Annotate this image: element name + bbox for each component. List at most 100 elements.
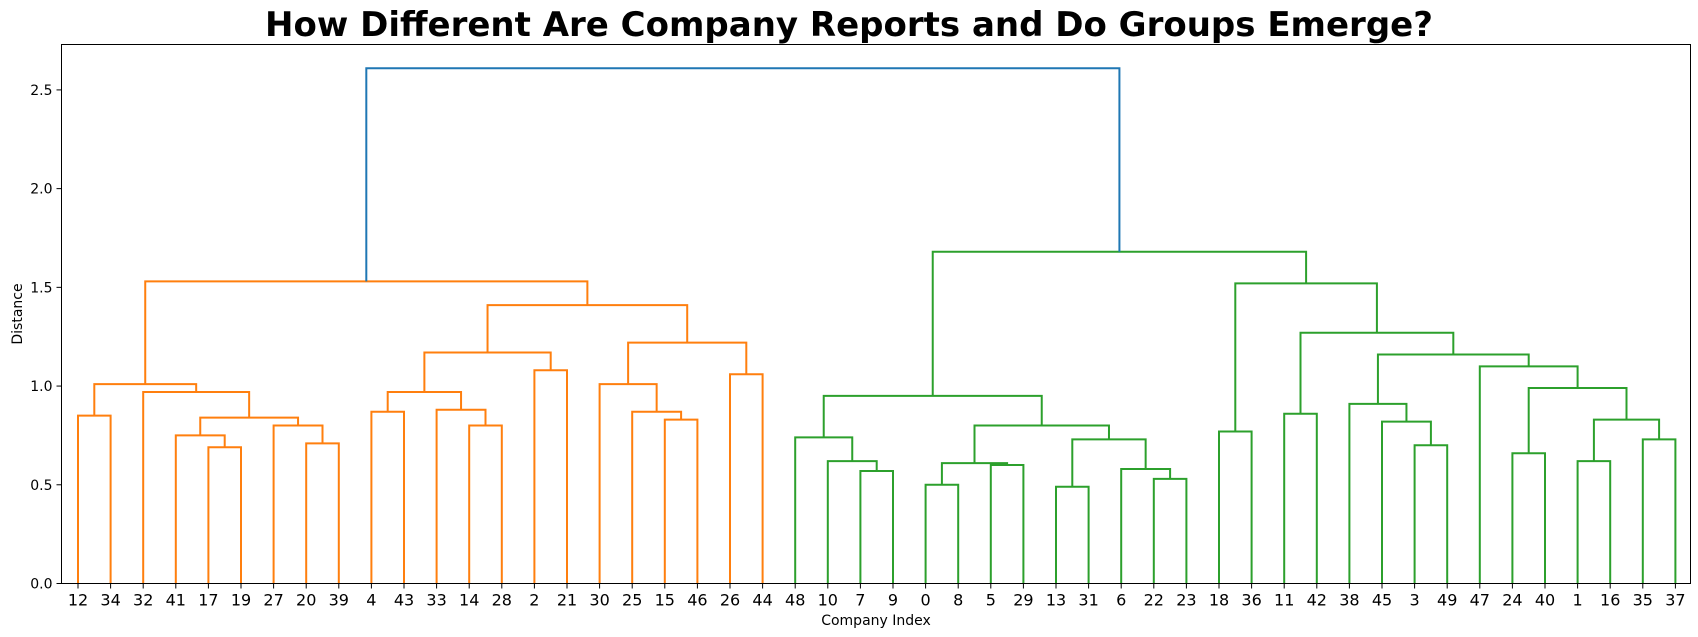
x-tick-label: 23 bbox=[1176, 591, 1196, 610]
dendrogram-link bbox=[631, 410, 683, 584]
dendrogram-link bbox=[973, 424, 1110, 464]
dendrogram-link bbox=[1055, 485, 1090, 584]
dendrogram-link bbox=[486, 304, 689, 353]
dendrogram-link bbox=[1120, 467, 1172, 584]
dendrogram-link bbox=[174, 434, 226, 584]
x-tick-label: 36 bbox=[1241, 591, 1261, 610]
x-tick-label: 27 bbox=[263, 591, 283, 610]
x-tick-label: 48 bbox=[785, 591, 805, 610]
dendrogram-link bbox=[598, 383, 658, 584]
y-tick-label: 1.5 bbox=[30, 280, 52, 296]
chart-title: How Different Are Company Reports and Do… bbox=[265, 5, 1433, 45]
dendrogram-link bbox=[207, 446, 242, 584]
dendrogram-link bbox=[1478, 365, 1579, 584]
dendrogram-link bbox=[663, 418, 699, 584]
plot-frame bbox=[61, 44, 1691, 584]
x-tick-label: 31 bbox=[1078, 591, 1098, 610]
dendrogram-link bbox=[468, 424, 503, 584]
dendrogram-link bbox=[365, 67, 1121, 282]
x-tick-label: 11 bbox=[1274, 591, 1294, 610]
x-tick-label: 47 bbox=[1470, 591, 1490, 610]
dendrogram-link bbox=[826, 460, 878, 584]
x-tick-label: 38 bbox=[1339, 591, 1359, 610]
dendrogram-link bbox=[1234, 282, 1378, 432]
x-tick-label: 18 bbox=[1209, 591, 1229, 610]
x-tick-label: 19 bbox=[231, 591, 251, 610]
y-tick-label: 2.0 bbox=[30, 182, 52, 198]
dendrogram-link bbox=[272, 424, 324, 584]
dendrogram-link bbox=[1283, 412, 1318, 584]
x-tick-label: 24 bbox=[1502, 591, 1522, 610]
dendrogram-link bbox=[794, 436, 854, 584]
dendrogram-link bbox=[77, 414, 112, 584]
dendrogram-link bbox=[1348, 402, 1408, 584]
x-tick-label: 8 bbox=[953, 591, 963, 610]
y-axis: 0.0 0.5 1.0 1.5 2.0 2.5 bbox=[30, 83, 62, 593]
dendrogram-link bbox=[931, 250, 1308, 396]
dendrogram-link bbox=[1071, 438, 1147, 487]
x-tick-label: 28 bbox=[492, 591, 512, 610]
x-tick-label: 29 bbox=[1013, 591, 1033, 610]
dendrogram-link bbox=[989, 464, 1025, 584]
x-tick-label: 1 bbox=[1573, 591, 1583, 610]
dendrogram-link bbox=[924, 483, 960, 584]
x-tick-label: 20 bbox=[296, 591, 316, 610]
dendrogram-link bbox=[1641, 438, 1677, 584]
dendrogram-link bbox=[1511, 452, 1546, 584]
dendrogram-link bbox=[1218, 430, 1253, 584]
x-tick-label: 21 bbox=[557, 591, 577, 610]
x-tick-label: 2 bbox=[529, 591, 539, 610]
x-tick-label: 15 bbox=[655, 591, 675, 610]
dendrogram-links bbox=[77, 67, 1677, 584]
x-tick-label: 34 bbox=[100, 591, 120, 610]
x-tick-label: 7 bbox=[855, 591, 865, 610]
x-tick-label: 25 bbox=[622, 591, 642, 610]
x-tick-label: 40 bbox=[1535, 591, 1555, 610]
x-axis: 12 34 32 41 17 19 27 20 39 4 43 33 14 28 2 21 30 25 15 46 26… bbox=[68, 583, 1686, 610]
x-tick-label: 9 bbox=[888, 591, 898, 610]
x-tick-label: 22 bbox=[1144, 591, 1164, 610]
dendrogram-link bbox=[144, 280, 589, 385]
dendrogram-link bbox=[199, 416, 300, 436]
dendrogram-link bbox=[370, 410, 405, 584]
x-axis-label: Company Index bbox=[821, 613, 931, 629]
x-tick-label: 5 bbox=[986, 591, 996, 610]
x-tick-label: 10 bbox=[818, 591, 838, 610]
dendrogram-link bbox=[940, 462, 1009, 485]
x-tick-label: 44 bbox=[752, 591, 772, 610]
dendrogram-link bbox=[533, 369, 568, 584]
x-tick-label: 30 bbox=[589, 591, 609, 610]
dendrogram-link bbox=[1299, 331, 1455, 414]
dendrogram-link bbox=[1376, 353, 1530, 404]
x-tick-label: 33 bbox=[426, 591, 446, 610]
dendrogram-link bbox=[93, 383, 198, 416]
x-tick-label: 45 bbox=[1372, 591, 1392, 610]
dendrogram-link bbox=[142, 390, 251, 584]
y-axis-label: Distance bbox=[10, 283, 26, 344]
x-tick-label: 12 bbox=[68, 591, 88, 610]
x-tick-label: 0 bbox=[921, 591, 931, 610]
dendrogram-link bbox=[859, 469, 894, 584]
dendrogram-link bbox=[1381, 420, 1432, 584]
x-tick-label: 42 bbox=[1307, 591, 1327, 610]
x-tick-label: 43 bbox=[394, 591, 414, 610]
dendrogram-link bbox=[627, 341, 748, 385]
y-tick-label: 0.0 bbox=[30, 577, 52, 593]
x-tick-label: 39 bbox=[329, 591, 349, 610]
x-tick-label: 46 bbox=[687, 591, 707, 610]
x-tick-label: 17 bbox=[198, 591, 218, 610]
x-tick-label: 14 bbox=[459, 591, 479, 610]
x-tick-label: 4 bbox=[366, 591, 376, 610]
dendrogram-link bbox=[822, 394, 1043, 438]
y-tick-label: 2.5 bbox=[30, 83, 52, 99]
dendrogram-link bbox=[435, 408, 487, 584]
x-tick-label: 41 bbox=[166, 591, 186, 610]
x-tick-label: 35 bbox=[1633, 591, 1653, 610]
dendrogram-link bbox=[1413, 444, 1449, 584]
x-tick-label: 3 bbox=[1410, 591, 1420, 610]
dendrogram-link bbox=[729, 373, 764, 584]
x-tick-label: 37 bbox=[1665, 591, 1685, 610]
x-tick-label: 32 bbox=[133, 591, 153, 610]
y-tick-label: 1.0 bbox=[30, 379, 52, 395]
